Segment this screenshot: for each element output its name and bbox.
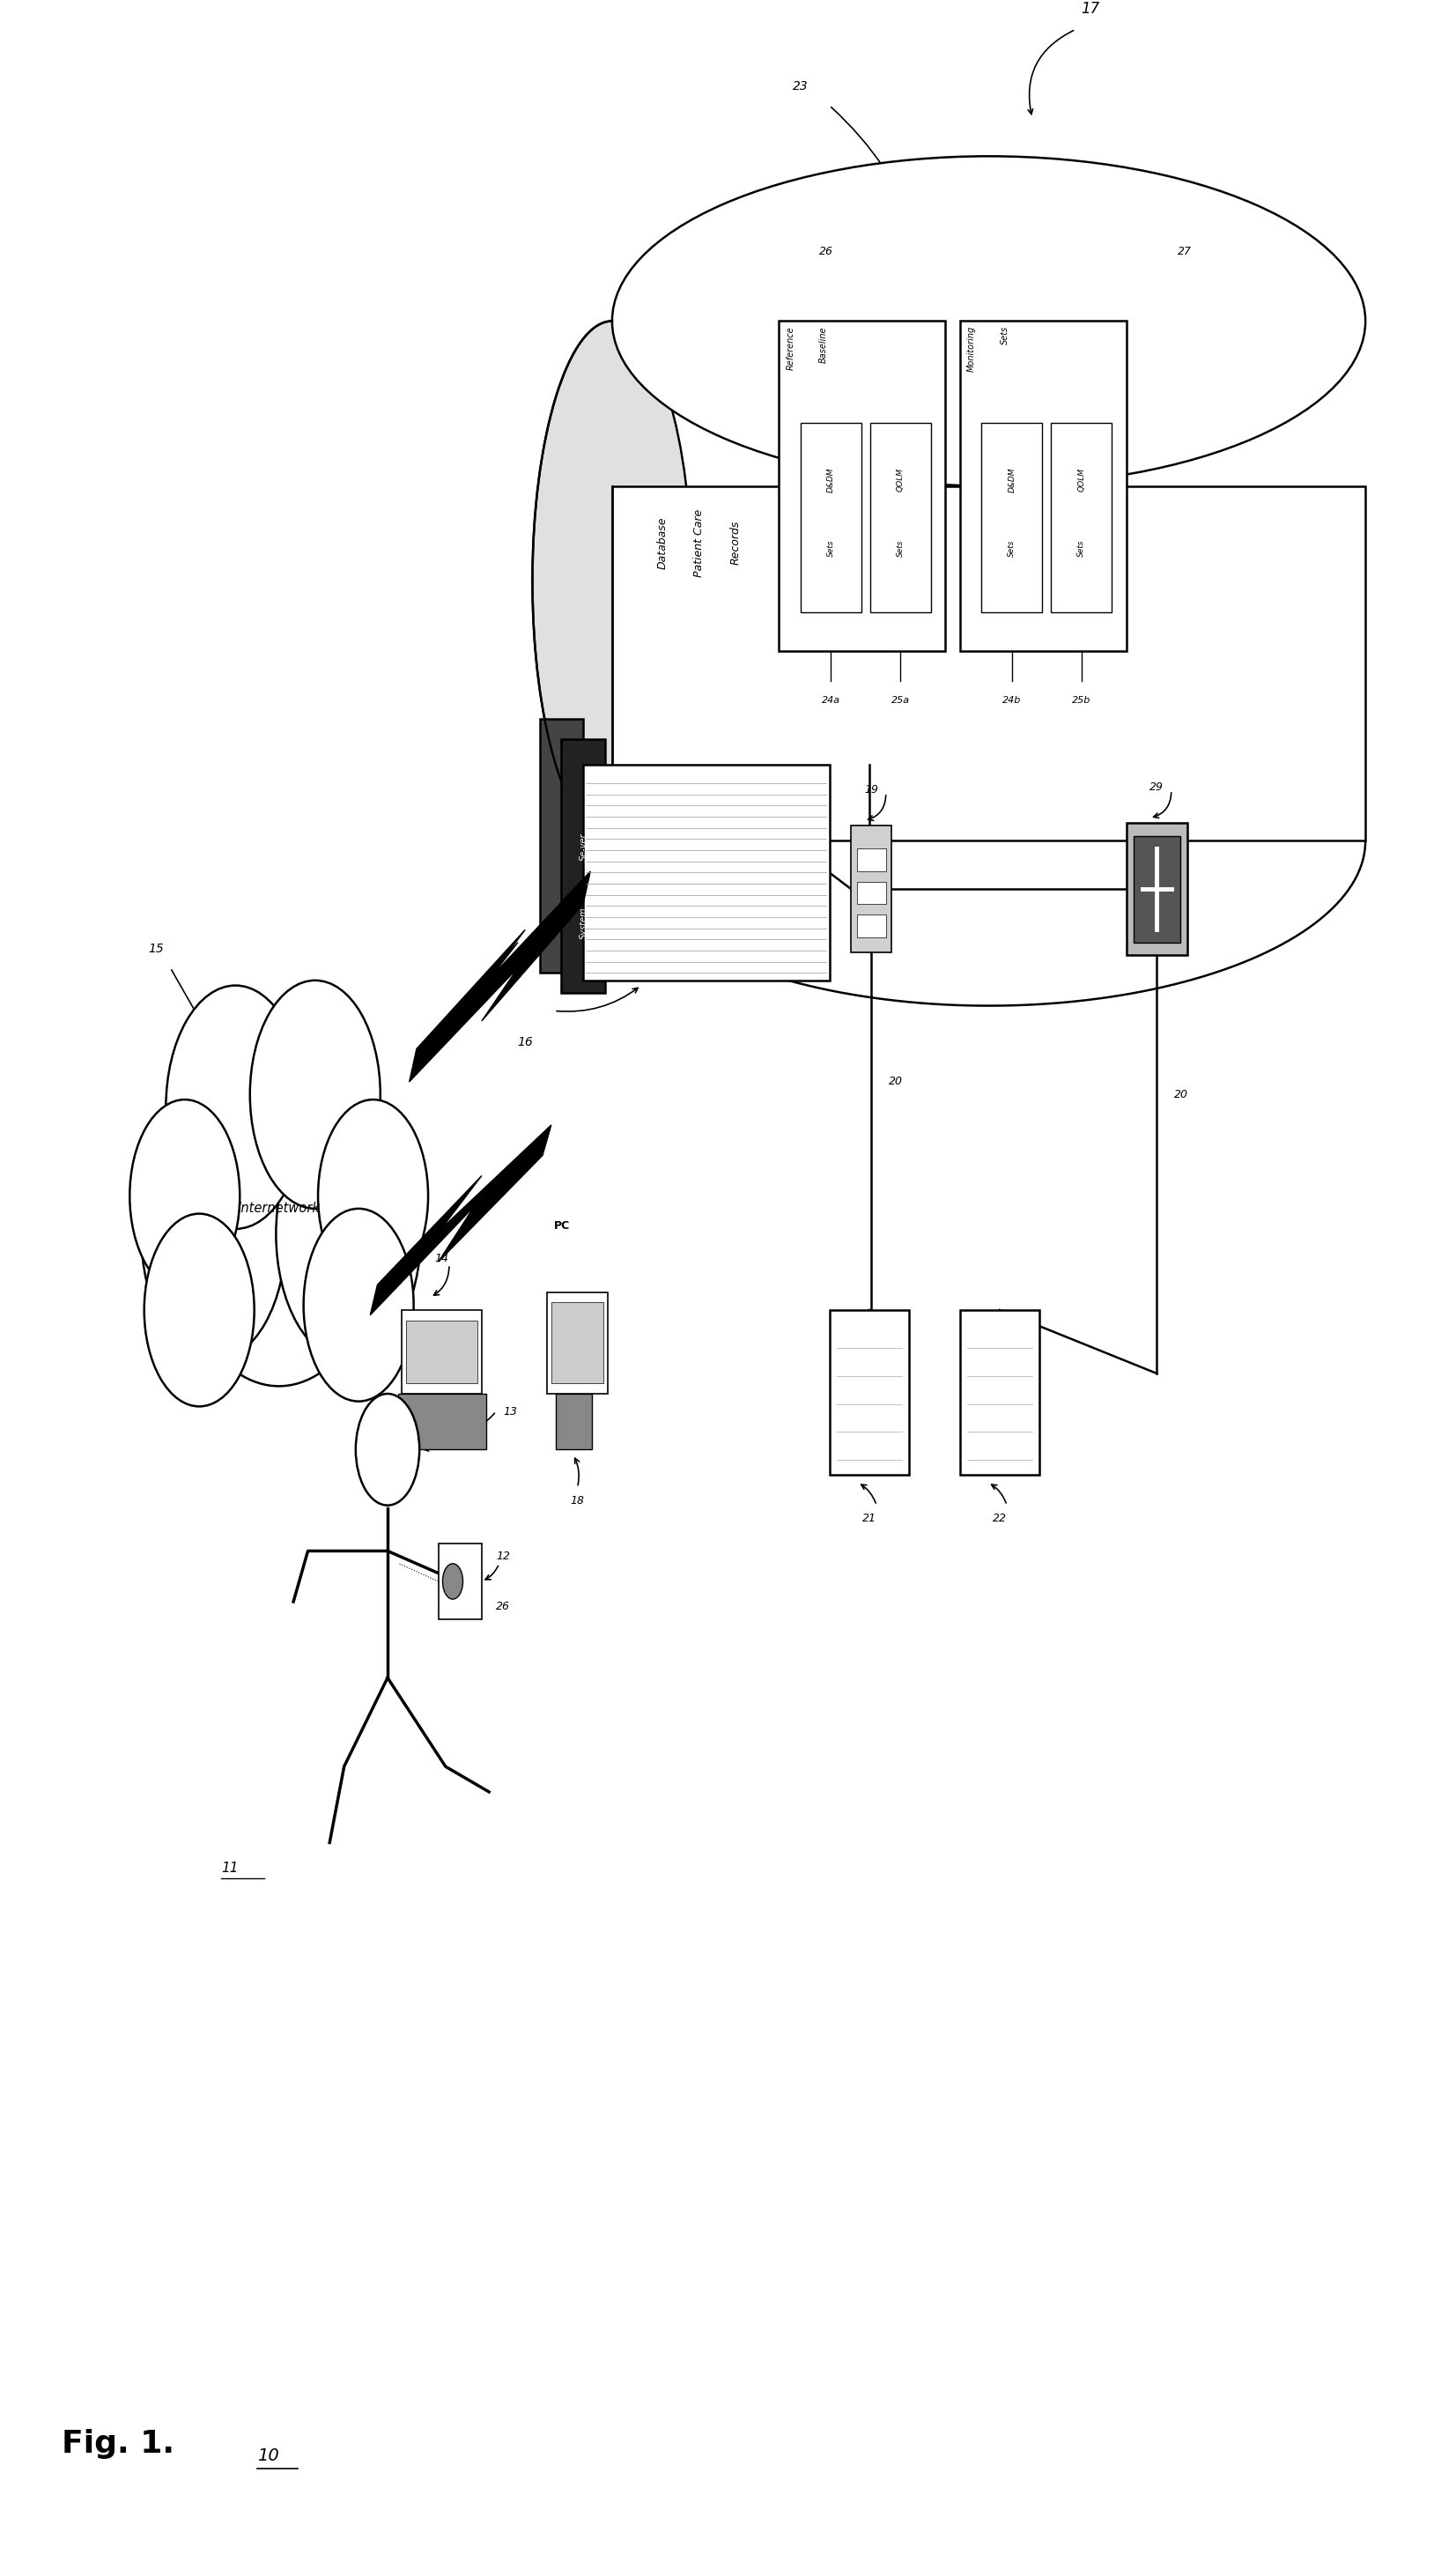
Bar bbox=[397, 1395, 486, 1449]
Bar bbox=[438, 1544, 482, 1618]
Text: 19: 19 bbox=[865, 784, 878, 796]
Bar bbox=[1127, 822, 1187, 956]
Text: 17: 17 bbox=[1080, 0, 1099, 18]
Bar bbox=[540, 719, 584, 974]
Text: 21: 21 bbox=[862, 1513, 877, 1523]
Text: Sets: Sets bbox=[827, 539, 834, 557]
Text: System: System bbox=[579, 907, 588, 940]
Text: 13: 13 bbox=[504, 1405, 517, 1418]
Bar bbox=[960, 321, 1127, 650]
Ellipse shape bbox=[141, 1107, 287, 1362]
Bar bbox=[981, 421, 1042, 611]
Text: Records: Records bbox=[729, 522, 741, 565]
Text: PC: PC bbox=[555, 1220, 571, 1231]
Text: 24b: 24b bbox=[1003, 696, 1021, 704]
Text: 18: 18 bbox=[571, 1495, 584, 1505]
Text: Baseline: Baseline bbox=[820, 326, 828, 362]
Text: 16: 16 bbox=[517, 1035, 533, 1048]
Text: 26: 26 bbox=[496, 1600, 510, 1613]
Text: 26: 26 bbox=[818, 247, 833, 257]
Text: Reference: Reference bbox=[786, 326, 795, 370]
Ellipse shape bbox=[317, 1100, 428, 1292]
Bar bbox=[612, 486, 1366, 840]
Text: 24a: 24a bbox=[821, 696, 840, 704]
Ellipse shape bbox=[612, 157, 1366, 486]
Bar bbox=[830, 1310, 909, 1475]
Bar bbox=[779, 321, 945, 650]
Bar bbox=[1134, 835, 1179, 943]
Bar bbox=[552, 1302, 603, 1385]
Bar bbox=[406, 1320, 478, 1385]
Circle shape bbox=[355, 1395, 419, 1505]
Bar bbox=[852, 825, 891, 953]
Text: Sets: Sets bbox=[1008, 539, 1016, 557]
Bar bbox=[858, 881, 885, 904]
Ellipse shape bbox=[130, 1100, 240, 1292]
Bar bbox=[562, 740, 604, 994]
Text: 15: 15 bbox=[149, 943, 163, 956]
Bar bbox=[858, 915, 885, 938]
Bar bbox=[547, 1292, 607, 1395]
Text: Internetwork: Internetwork bbox=[237, 1202, 320, 1215]
Text: Sets: Sets bbox=[1077, 539, 1085, 557]
Text: 23: 23 bbox=[792, 80, 808, 92]
Bar bbox=[556, 1395, 591, 1449]
Ellipse shape bbox=[303, 1207, 414, 1400]
Ellipse shape bbox=[166, 986, 304, 1228]
Text: 11: 11 bbox=[221, 1863, 239, 1875]
Bar bbox=[960, 1310, 1040, 1475]
Ellipse shape bbox=[170, 1030, 387, 1387]
Ellipse shape bbox=[533, 321, 692, 840]
Text: Database: Database bbox=[657, 516, 668, 570]
Text: QOLM: QOLM bbox=[897, 468, 904, 491]
Text: 14: 14 bbox=[435, 1254, 448, 1264]
Text: 20: 20 bbox=[888, 1076, 903, 1087]
Bar bbox=[801, 421, 862, 611]
Bar bbox=[858, 848, 885, 871]
Text: Monitoring: Monitoring bbox=[967, 326, 976, 373]
Text: Fig. 1.: Fig. 1. bbox=[61, 2428, 175, 2459]
Ellipse shape bbox=[144, 1213, 255, 1405]
Text: D&DM: D&DM bbox=[1008, 468, 1016, 493]
Circle shape bbox=[443, 1565, 463, 1598]
Bar bbox=[584, 766, 830, 981]
Text: 20: 20 bbox=[1174, 1089, 1188, 1100]
Text: 12: 12 bbox=[496, 1549, 510, 1562]
Text: Sets: Sets bbox=[897, 539, 904, 557]
Text: 22: 22 bbox=[993, 1513, 1006, 1523]
Text: D&DM: D&DM bbox=[827, 468, 834, 493]
Text: 27: 27 bbox=[1178, 247, 1191, 257]
Ellipse shape bbox=[277, 1107, 421, 1362]
Text: QOLM: QOLM bbox=[1077, 468, 1085, 491]
Polygon shape bbox=[370, 1125, 552, 1315]
Text: 25a: 25a bbox=[891, 696, 910, 704]
Ellipse shape bbox=[250, 981, 380, 1207]
Polygon shape bbox=[416, 879, 584, 1056]
Polygon shape bbox=[409, 871, 590, 1082]
Text: Sets: Sets bbox=[1000, 326, 1009, 344]
Bar bbox=[1051, 421, 1112, 611]
Text: Patient Care: Patient Care bbox=[693, 509, 705, 578]
Text: 29: 29 bbox=[1150, 781, 1163, 794]
Text: 25b: 25b bbox=[1072, 696, 1091, 704]
Text: 10: 10 bbox=[258, 2448, 280, 2464]
Text: Se-ver: Se-ver bbox=[579, 832, 588, 861]
Bar bbox=[402, 1310, 482, 1395]
Bar bbox=[871, 421, 930, 611]
